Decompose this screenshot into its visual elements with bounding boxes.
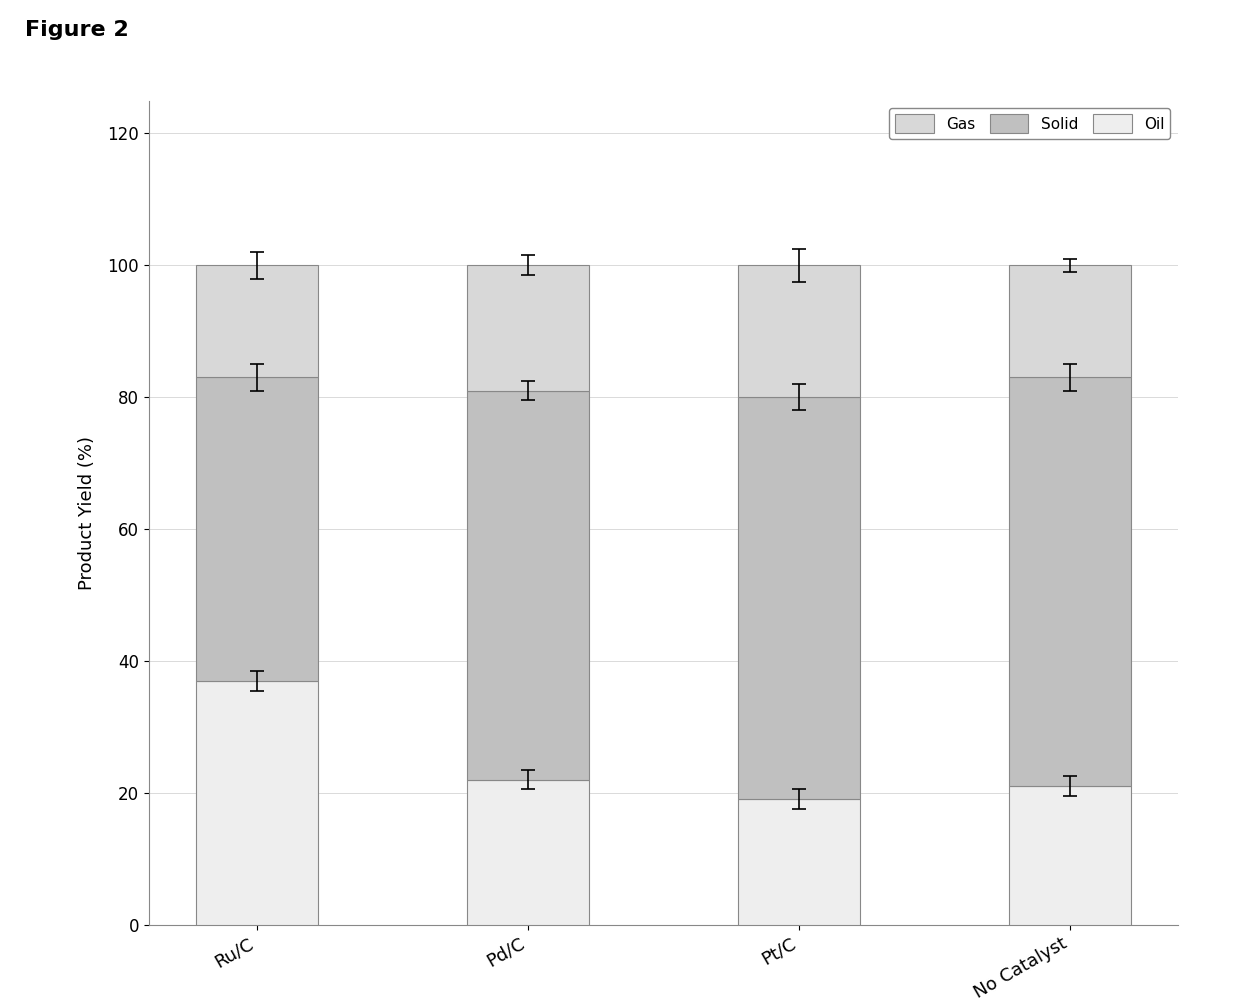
Bar — [1009, 265, 1131, 378]
Legend: Gas, Solid, Oil: Gas, Solid, Oil — [889, 109, 1171, 139]
Y-axis label: Product Yield (%): Product Yield (%) — [78, 435, 97, 590]
Bar — [466, 780, 589, 925]
Bar — [196, 265, 317, 378]
Bar — [196, 680, 317, 925]
Bar — [196, 378, 317, 680]
Bar — [1009, 786, 1131, 925]
Bar — [738, 397, 861, 799]
Bar — [466, 391, 589, 780]
Bar — [1009, 378, 1131, 786]
Bar — [738, 799, 861, 925]
Bar — [466, 265, 589, 391]
Text: Figure 2: Figure 2 — [25, 20, 129, 40]
Bar — [738, 265, 861, 397]
